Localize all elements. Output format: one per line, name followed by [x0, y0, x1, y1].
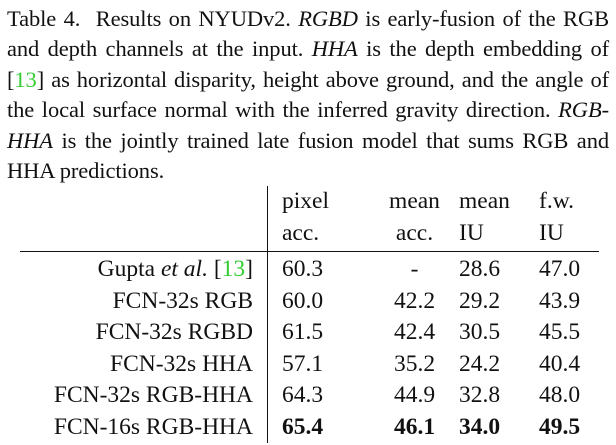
- method-name-etal: et al.: [160, 256, 208, 282]
- value-mean-iu: 32.8: [459, 382, 501, 408]
- value-mean-acc: 35.2: [393, 350, 436, 377]
- value-pixel-acc: 65.4: [282, 413, 324, 440]
- value-mean-acc: 46.1: [393, 413, 436, 440]
- caption-term-rgbd: RGBD: [298, 6, 358, 31]
- method-name: FCN-32s RGB: [20, 285, 268, 317]
- method-name: FCN-32s RGBD: [20, 317, 268, 349]
- value-mean-acc: -: [410, 256, 419, 282]
- caption-ref-close: ]: [36, 66, 45, 92]
- caption-term-rgb-hha: RGB-HHA: [7, 97, 609, 153]
- caption-text-3: is the depth embedding of: [366, 36, 610, 62]
- header-row-1: pixel mean mean f.w.: [20, 186, 599, 218]
- value-fw-iu: 48.0: [539, 382, 581, 408]
- value-mean-iu: 28.6: [459, 256, 501, 282]
- value-fw-iu: 43.9: [539, 287, 581, 314]
- table-row: Gupta et al. [13] 60.3 - 28.6 47.0: [20, 251, 599, 286]
- header-iu: IU: [454, 217, 535, 252]
- value-mean-acc: 44.9: [393, 382, 436, 408]
- caption-term-hha: HHA: [311, 36, 358, 62]
- table-row: FCN-32s RGBD 61.5 42.4 30.5 45.5: [20, 317, 599, 349]
- value-pixel-acc: 57.1: [282, 350, 324, 377]
- value-pixel-acc: 60.3: [282, 256, 324, 282]
- caption-ref-open: [: [7, 66, 15, 92]
- caption-text-5: is the jointly trained late fusion model…: [7, 127, 609, 184]
- header-iu: IU: [535, 217, 599, 252]
- value-fw-iu: 49.5: [539, 413, 581, 440]
- caption-text-1: Results on NYUDv2.: [95, 6, 291, 31]
- table-row: FCN-32s RGB-HHA 64.3 44.9 32.8 48.0: [20, 380, 599, 412]
- header-pixel: pixel: [282, 188, 329, 214]
- caption-label: Table 4.: [7, 6, 81, 31]
- header-method-cell: [20, 217, 268, 252]
- value-fw-iu: 40.4: [539, 350, 581, 377]
- results-table: pixel mean mean f.w. acc. acc. IU IU Gup…: [20, 186, 599, 443]
- header-acc: acc.: [267, 217, 375, 252]
- value-mean-iu: 34.0: [459, 413, 501, 440]
- caption-text-2: is early-fusion of the RGB and depth cha…: [7, 6, 610, 62]
- caption-text-4: as horizontal disparity, height above gr…: [7, 66, 610, 123]
- header-fw: f.w.: [539, 188, 575, 214]
- value-pixel-acc: 60.0: [282, 287, 324, 314]
- table-row: FCN-16s RGB-HHA 65.4 46.1 34.0 49.5: [20, 411, 599, 443]
- method-name: Gupta: [97, 256, 156, 282]
- table-row: FCN-32s RGB 60.0 42.2 29.2 43.9: [20, 285, 599, 317]
- value-pixel-acc: 61.5: [282, 319, 324, 345]
- method-name: FCN-32s HHA: [20, 348, 268, 380]
- ref-open: [: [213, 256, 222, 282]
- citation-link[interactable]: 13: [221, 256, 246, 282]
- method-cell: Gupta et al. [13]: [20, 251, 268, 286]
- value-fw-iu: 45.5: [539, 319, 581, 345]
- header-acc: acc.: [375, 217, 454, 252]
- header-row-2: acc. acc. IU IU: [20, 217, 599, 252]
- header-mean-acc: mean: [389, 188, 440, 214]
- header-method-cell: [20, 186, 268, 218]
- value-mean-acc: 42.2: [393, 287, 436, 314]
- header-mean-iu: mean: [459, 188, 510, 214]
- value-pixel-acc: 64.3: [282, 382, 324, 408]
- method-name: FCN-16s RGB-HHA: [20, 411, 268, 443]
- value-mean-iu: 30.5: [459, 319, 501, 345]
- value-mean-iu: 24.2: [459, 350, 501, 377]
- table-caption: Table 4. Results on NYUDv2. RGBD is earl…: [7, 4, 609, 186]
- value-fw-iu: 47.0: [539, 256, 581, 282]
- caption-citation-link[interactable]: 13: [14, 66, 37, 92]
- method-name: FCN-32s RGB-HHA: [20, 380, 268, 412]
- value-mean-acc: 42.4: [393, 319, 436, 345]
- ref-close: ]: [245, 256, 253, 282]
- value-mean-iu: 29.2: [459, 287, 501, 314]
- table-row: FCN-32s HHA 57.1 35.2 24.2 40.4: [20, 348, 599, 380]
